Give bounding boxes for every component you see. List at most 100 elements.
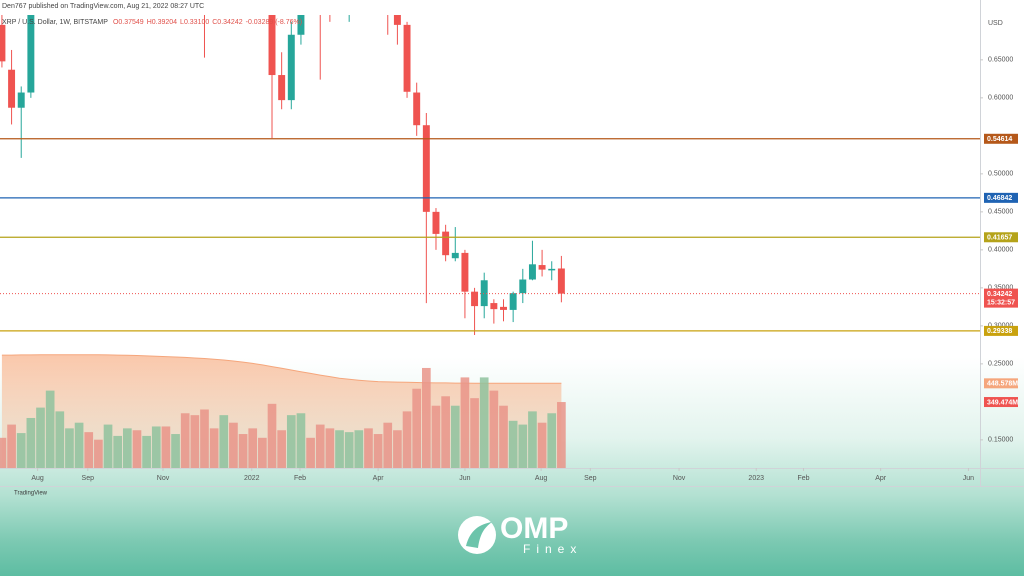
volume-label-box — [984, 397, 1018, 408]
candle-body — [490, 303, 498, 310]
omp-logo: OMP Finex — [458, 512, 582, 556]
y-tick-label: 0.65000 — [988, 57, 1013, 64]
volume-bar — [277, 430, 286, 468]
x-tick-label: Feb — [294, 475, 306, 482]
level-label: 0.41657 — [987, 235, 1012, 242]
symbol-legend: XRP / U.S. Dollar, 1W, BITSTAMP O0.37549 H… — [2, 19, 302, 26]
level-label-box — [984, 133, 1018, 144]
volume-bar — [393, 430, 402, 468]
x-tick-label: Apr — [373, 475, 385, 482]
volume-bar — [161, 426, 171, 468]
candle-body — [413, 92, 421, 126]
candle-body — [509, 293, 517, 310]
candle-body — [451, 252, 459, 259]
volume-bar — [441, 396, 450, 468]
volume-bar — [142, 435, 151, 468]
candle-body — [480, 280, 488, 307]
volume-bar — [7, 424, 16, 468]
volume-ma-label-box — [984, 378, 1018, 389]
volume-bar — [45, 390, 55, 468]
last-price-box — [984, 288, 1018, 308]
volume-bar — [402, 411, 412, 468]
volume-bar — [518, 424, 528, 468]
logo-subtext: Finex — [523, 542, 582, 556]
volume-bar — [296, 413, 306, 468]
candle-body — [393, 15, 401, 25]
candle-body — [422, 125, 430, 212]
candle-body — [384, 0, 391, 7]
volume-bar — [286, 415, 296, 468]
volume-bar — [258, 437, 267, 468]
ohlc-open: O0.37549 — [113, 19, 144, 26]
volume-ma-label: 448.578M — [987, 381, 1018, 388]
candle-body — [471, 291, 479, 307]
y-tick-label: 0.60000 — [988, 95, 1013, 102]
volume-bar — [508, 420, 518, 468]
candle-body — [519, 279, 527, 294]
volume-bar — [132, 430, 142, 468]
x-tick-label: Sep — [82, 475, 95, 482]
tradingview-brand: TradingView — [14, 491, 48, 497]
volume-bar — [248, 428, 258, 468]
x-tick-label: Apr — [875, 475, 887, 482]
volume-bar — [103, 424, 113, 468]
ohlc-low: L0.33100 — [180, 19, 209, 26]
level-label-box — [984, 192, 1018, 203]
volume-bar — [325, 428, 335, 468]
volume-bar — [470, 398, 479, 468]
candle-body — [442, 231, 450, 256]
x-tick-label: 2023 — [748, 475, 764, 482]
volume-bar — [499, 405, 508, 468]
x-tick-label: Jun — [963, 475, 974, 482]
candle-body — [326, 0, 333, 7]
candle-body — [297, 15, 305, 35]
volume-bar — [450, 405, 460, 468]
volume-bar — [267, 403, 277, 468]
candle-body — [17, 92, 25, 108]
candle-body — [403, 24, 411, 92]
y-tick-label: 0.40000 — [988, 247, 1013, 254]
currency-label: USD — [988, 20, 1003, 27]
volume-bar — [354, 430, 364, 468]
ohlc-close: C0.34242 — [212, 19, 242, 26]
volume-bar — [528, 411, 537, 468]
y-tick-label: 0.15000 — [988, 437, 1013, 444]
volume-bar — [200, 409, 209, 468]
volume-bar — [94, 439, 103, 468]
volume-bar — [537, 422, 547, 468]
x-tick-label: Jun — [459, 475, 470, 482]
volume-bar — [557, 402, 566, 468]
volume-bar — [460, 377, 470, 468]
volume-bar — [26, 417, 36, 468]
candle-body — [27, 15, 35, 93]
volume-bar — [74, 422, 84, 468]
level-label: 0.54614 — [987, 136, 1012, 143]
y-tick-label: 0.25000 — [988, 361, 1013, 368]
logo-swoosh — [466, 522, 492, 548]
volume-bar — [55, 411, 65, 468]
volume-bar — [16, 433, 26, 468]
candle-body — [461, 252, 469, 292]
x-tick-label: Aug — [31, 475, 44, 482]
volume-bar — [315, 424, 325, 468]
candle-body — [0, 24, 6, 62]
level-label-box — [984, 325, 1018, 336]
candle-body — [432, 211, 440, 234]
volume-bar — [65, 428, 74, 468]
volume-bar — [431, 405, 441, 468]
candle-body — [268, 15, 276, 76]
volume-bar — [373, 434, 383, 468]
change: -0.03289 (-8.76%) — [246, 19, 302, 26]
y-tick-label: 0.50000 — [988, 171, 1013, 178]
volume-bar — [180, 413, 190, 468]
volume-bar — [229, 422, 238, 468]
volume-bar — [383, 422, 393, 468]
candle-body — [336, 0, 343, 7]
volume-bar — [335, 430, 344, 468]
volume-bar — [122, 428, 132, 468]
symbol: XRP / U.S. Dollar, 1W, BITSTAMP — [2, 19, 108, 26]
candle-body — [557, 268, 565, 294]
publisher-line: Den767 published on TradingView.com, Aug… — [2, 3, 204, 10]
y-tick-label: 0.45000 — [988, 209, 1013, 216]
